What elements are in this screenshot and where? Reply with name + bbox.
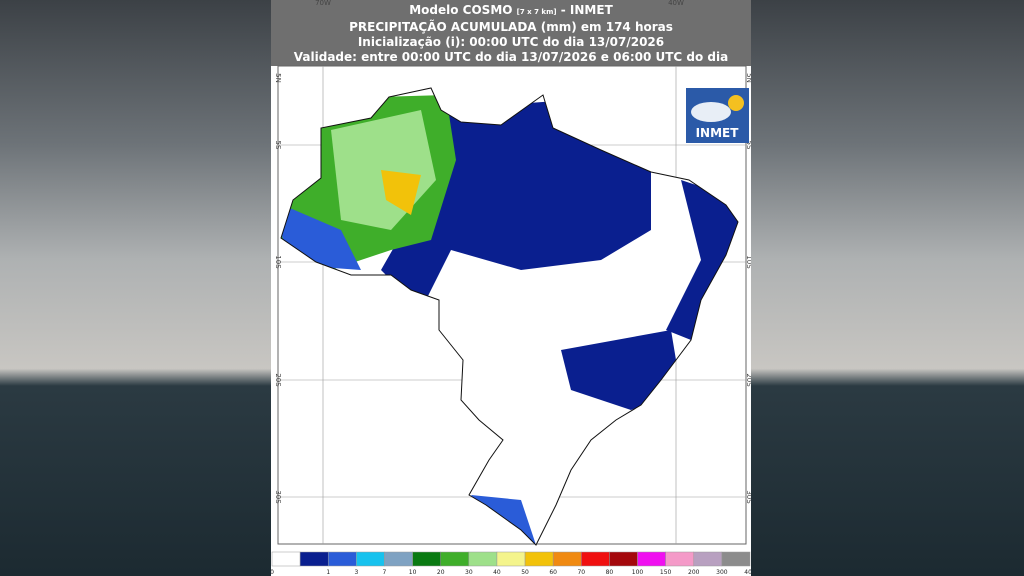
legend-swatch <box>356 551 385 567</box>
latitude-label: 10S <box>274 255 282 269</box>
logo-text: INMET <box>696 126 740 140</box>
legend-label: 400 <box>744 569 751 576</box>
legend-label: 150 <box>660 569 672 576</box>
legend-label: 7 <box>383 569 387 576</box>
latitude-label: 5S <box>745 141 751 150</box>
legend-swatch <box>552 551 582 567</box>
legend-swatch <box>299 551 329 567</box>
latitude-label: 20S <box>745 373 751 387</box>
legend-label: 300 <box>716 569 728 576</box>
resolution: [7 x 7 km] <box>516 8 557 16</box>
subtitle: PRECIPITAÇÃO ACUMULADA (mm) em 174 horas <box>349 20 673 34</box>
longitude-label: 40W <box>668 0 684 7</box>
legend-swatch <box>327 551 357 567</box>
title: Modelo COSMO <box>409 3 513 17</box>
legend-swatch <box>496 551 526 567</box>
legend-swatch <box>468 551 498 567</box>
latitude-label: 20S <box>274 373 282 387</box>
legend-swatch <box>665 551 695 567</box>
legend-swatch <box>581 551 610 567</box>
title-org: - INMET <box>560 3 613 17</box>
legend-swatch <box>271 551 301 567</box>
legend-swatch <box>412 551 441 567</box>
latitude-label: 30S <box>274 490 282 504</box>
legend-label: 20 <box>437 569 445 576</box>
latitude-label: 5N <box>274 73 282 83</box>
legend-swatch <box>721 551 751 567</box>
legend-swatch <box>637 551 666 567</box>
legend-label: 1 <box>326 569 330 576</box>
map: 70W 40W 5N 5N 5S 5S 10S 10S 20S 20S 30S 30S INMET 0… <box>271 0 751 576</box>
latitude-label: 10S <box>745 255 751 269</box>
forecast-panel: Modelo COSMO [7 x 7 km] - INMET PRECIPIT… <box>271 0 751 576</box>
legend-swatch <box>693 551 723 567</box>
legend-label: 80 <box>606 569 614 576</box>
legend-swatch <box>609 551 638 567</box>
legend-label: 50 <box>521 569 529 576</box>
legend-label: 3 <box>354 569 358 576</box>
legend-swatch <box>524 551 554 567</box>
legend-swatch <box>384 551 413 567</box>
header: Modelo COSMO [7 x 7 km] - INMET PRECIPIT… <box>271 0 751 79</box>
latitude-label: 5N <box>745 73 751 83</box>
longitude-label: 70W <box>315 0 331 7</box>
legend-label: 30 <box>465 569 473 576</box>
legend-swatch <box>440 551 470 567</box>
legend-label: 70 <box>577 569 585 576</box>
legend-label: 100 <box>632 569 644 576</box>
latitude-label: 30S <box>745 490 751 504</box>
init: Inicialização (i): 00:00 UTC do dia 13/0… <box>357 35 665 49</box>
legend-label: 10 <box>409 569 417 576</box>
legend-label: 40 <box>493 569 501 576</box>
legend-label: 0 <box>271 569 274 576</box>
latitude-label: 5S <box>274 141 282 150</box>
legend-label: 60 <box>549 569 557 576</box>
legend-label: 200 <box>688 569 700 576</box>
